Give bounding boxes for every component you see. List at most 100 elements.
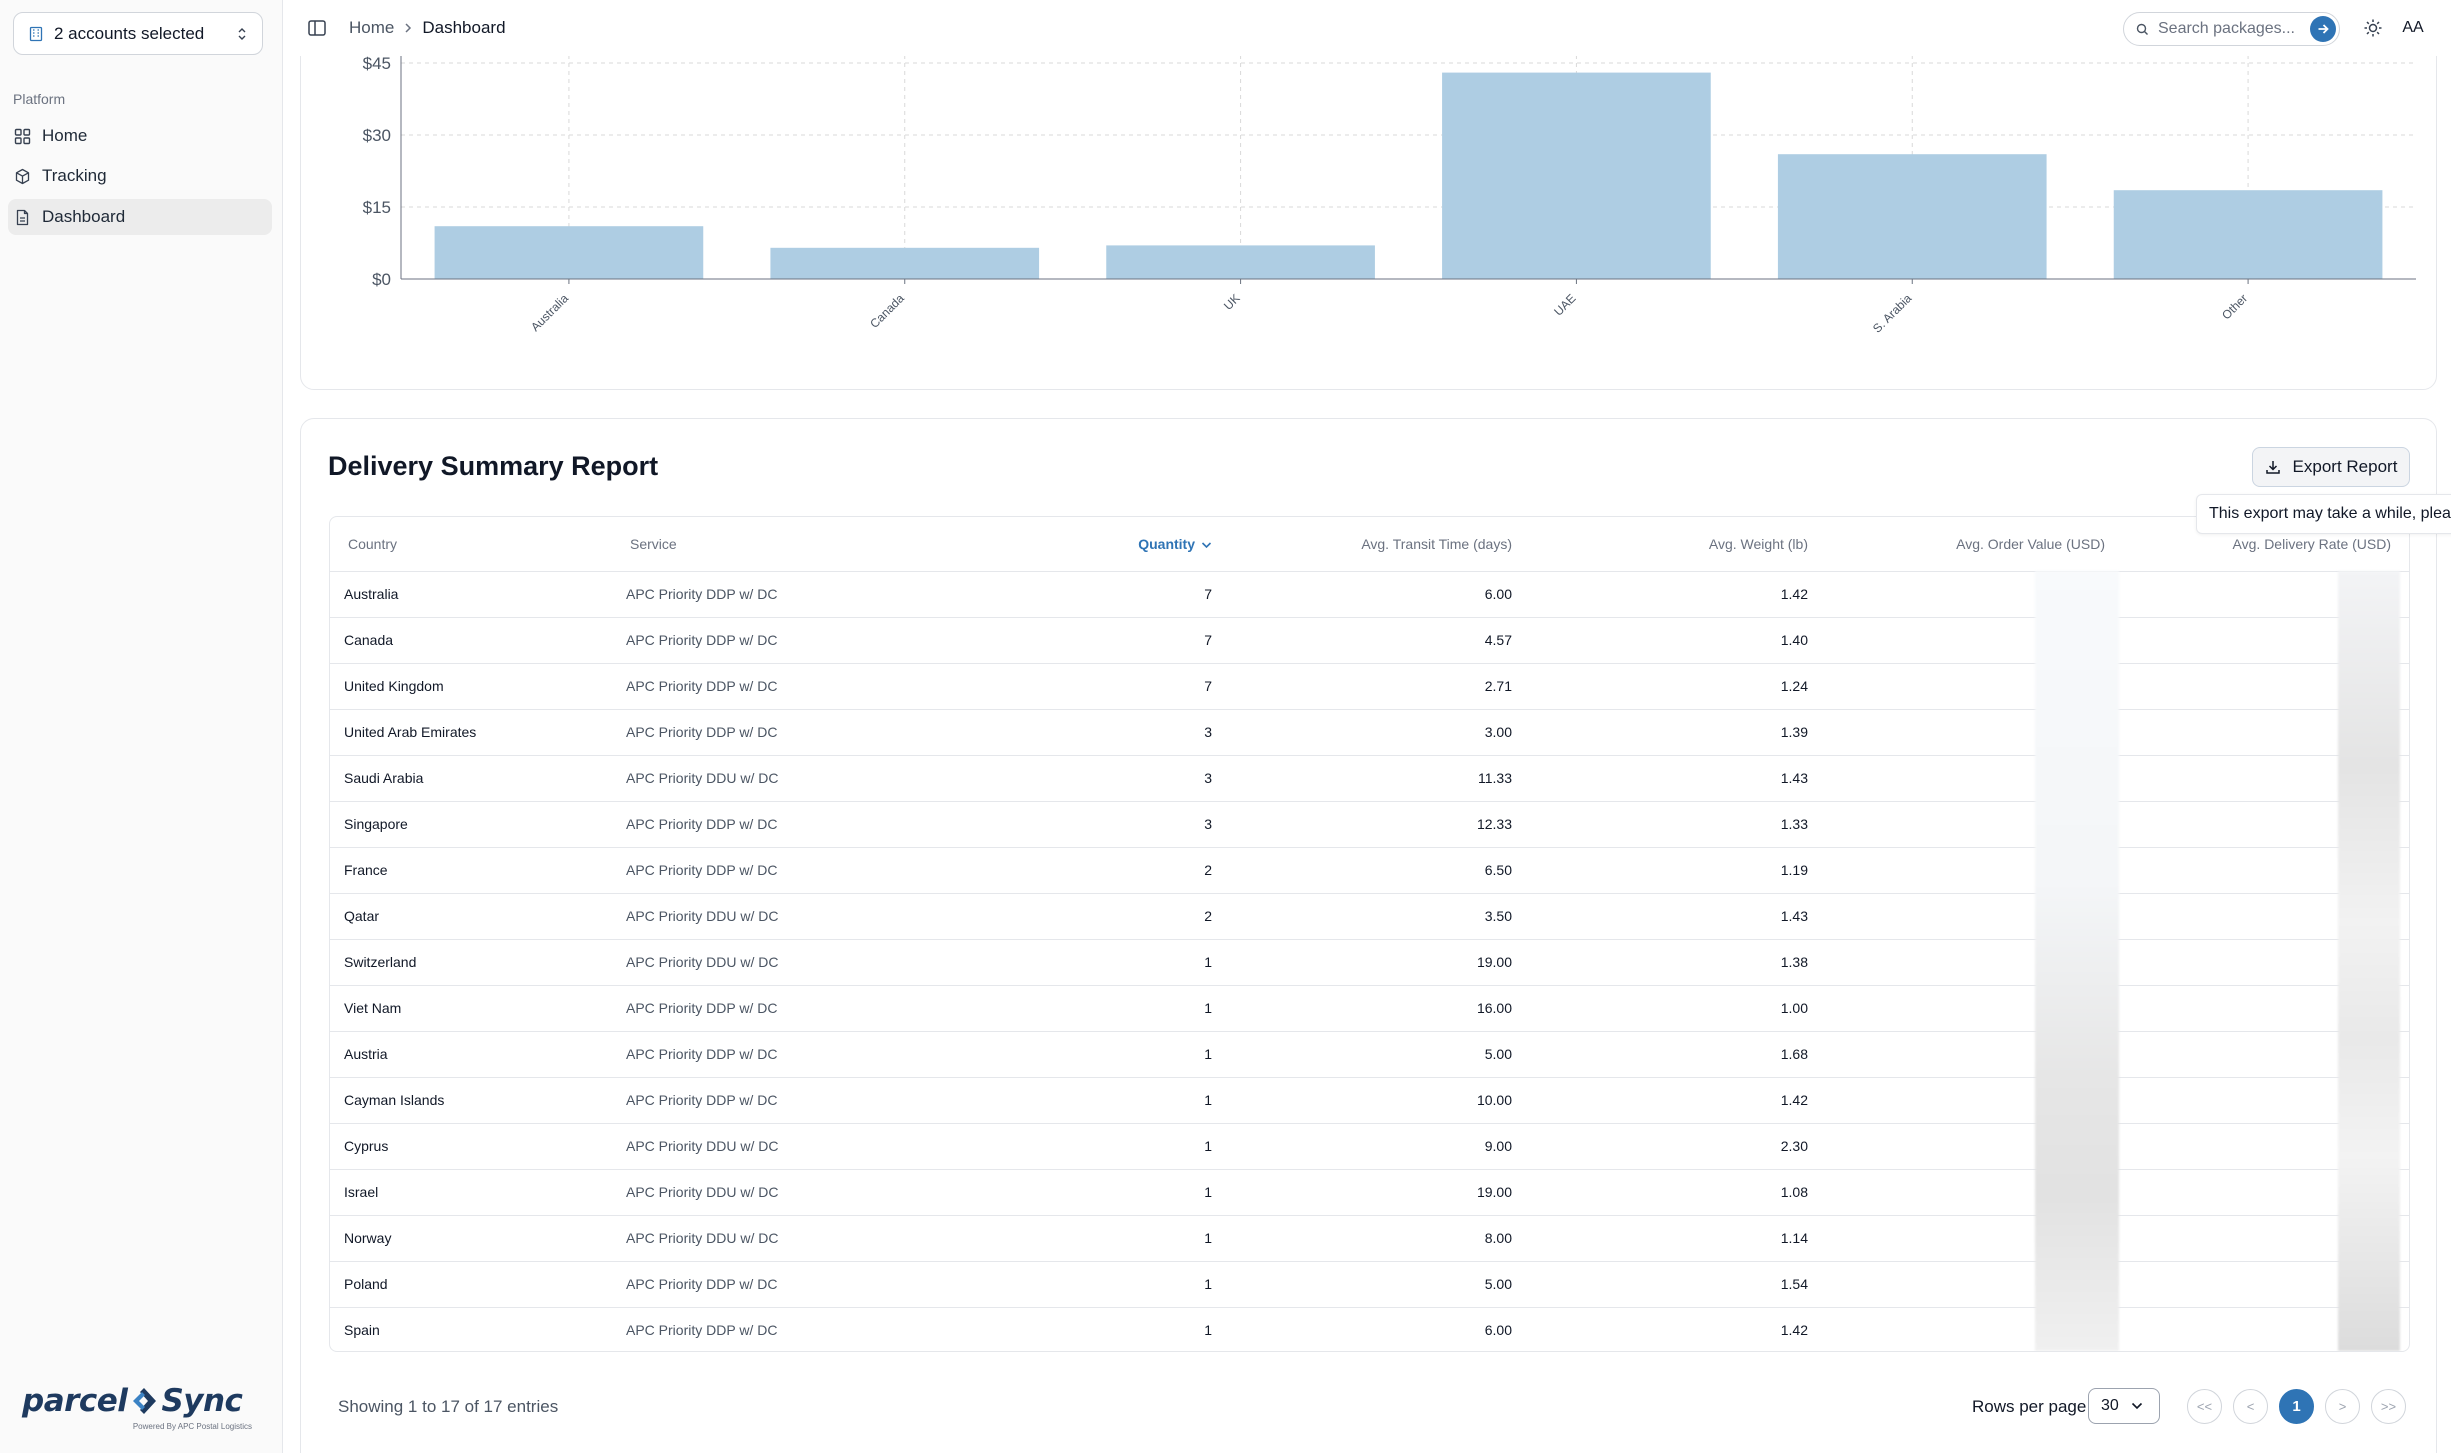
cell-order-value-redacted — [1822, 663, 2119, 709]
table-row: Saudi Arabia APC Priority DDU w/ DC 3 11.33… — [330, 755, 2409, 801]
page-first-button[interactable]: << — [2187, 1389, 2222, 1424]
page-last-button[interactable]: >> — [2371, 1389, 2406, 1424]
rows-per-page-select[interactable]: 30 — [2088, 1388, 2160, 1424]
column-header-order-value[interactable]: Avg. Order Value (USD) — [1822, 517, 2119, 572]
cell-weight: 1.43 — [1780, 770, 1808, 786]
cell-service: APC Priority DDP w/ DC — [626, 1000, 778, 1016]
page-prev-button[interactable]: < — [2233, 1389, 2268, 1424]
cell-transit: 6.00 — [1484, 586, 1512, 602]
cell-weight: 1.38 — [1780, 954, 1808, 970]
chevron-right-icon — [405, 23, 412, 33]
table-row: Cyprus APC Priority DDU w/ DC 1 9.00 2.30 — [330, 1123, 2409, 1169]
logo-tagline: Powered By APC Postal Logistics — [132, 1422, 252, 1431]
page-next-button[interactable]: > — [2325, 1389, 2360, 1424]
cell-country: Spain — [344, 1322, 380, 1339]
x-tick-label: Australia — [528, 291, 571, 334]
cell-country: Singapore — [344, 816, 408, 832]
sidebar-item-tracking[interactable]: Tracking — [8, 158, 272, 194]
table-row: Qatar APC Priority DDU w/ DC 2 3.50 1.43 — [330, 893, 2409, 939]
bar[interactable] — [1106, 245, 1375, 279]
cell-weight: 1.19 — [1780, 862, 1808, 878]
cell-delivery-rate-redacted — [2119, 985, 2409, 1031]
column-header-weight[interactable]: Avg. Weight (lb) — [1526, 517, 1822, 572]
rows-per-page-value: 30 — [2101, 1397, 2119, 1414]
page-1-button[interactable]: 1 — [2279, 1389, 2314, 1424]
export-tooltip: This export may take a while, please be … — [2196, 494, 2451, 534]
bar[interactable] — [2113, 190, 2383, 279]
cell-country: United Arab Emirates — [344, 724, 477, 740]
sidebar-item-label: Tracking — [42, 166, 107, 185]
bar[interactable] — [770, 247, 1040, 279]
cell-quantity: 1 — [1204, 954, 1212, 970]
cell-service: APC Priority DDP w/ DC — [626, 678, 778, 694]
x-tick-label: UAE — [1551, 291, 1578, 318]
cell-transit: 5.00 — [1484, 1046, 1512, 1062]
table-row: Viet Nam APC Priority DDP w/ DC 1 16.00 1.00 — [330, 985, 2409, 1031]
table-row: Switzerland APC Priority DDU w/ DC 1 19.00 1… — [330, 939, 2409, 985]
cell-service: APC Priority DDU w/ DC — [626, 1230, 779, 1246]
column-header-transit[interactable]: Avg. Transit Time (days) — [1226, 517, 1526, 572]
cell-transit: 16.00 — [1476, 1000, 1512, 1016]
cell-order-value-redacted — [1822, 1215, 2119, 1261]
cell-delivery-rate-redacted — [2119, 939, 2409, 985]
cell-quantity: 1 — [1204, 1138, 1212, 1154]
cell-weight: 2.30 — [1780, 1138, 1808, 1154]
cell-quantity: 7 — [1204, 678, 1212, 694]
table-footer: Showing 1 to 17 of 17 entries Rows per p… — [338, 1387, 2410, 1427]
logo-text-right: Sync — [161, 1383, 243, 1419]
report-card: Delivery Summary Report Export Report Th… — [300, 418, 2451, 1453]
entries-count: Showing 1 to 17 of 17 entries — [338, 1397, 559, 1416]
export-report-button[interactable]: Export Report — [2252, 447, 2410, 487]
sidebar-item-home[interactable]: Home — [8, 118, 272, 154]
cell-order-value-redacted — [1822, 571, 2119, 617]
column-header-quantity[interactable]: Quantity — [956, 517, 1226, 572]
sidebar-toggle-icon[interactable] — [306, 17, 328, 39]
top-bar: Home Dashboard — [283, 0, 2451, 56]
breadcrumb-home[interactable]: Home — [349, 18, 395, 37]
sun-icon[interactable] — [2363, 18, 2383, 38]
search-icon — [2136, 23, 2148, 35]
x-tick-label: Canada — [867, 291, 907, 331]
search-input[interactable] — [2158, 20, 2298, 38]
cell-service: APC Priority DDU w/ DC — [626, 954, 779, 970]
account-selector[interactable]: 2 accounts selected — [13, 12, 263, 55]
cell-delivery-rate-redacted — [2119, 709, 2409, 755]
cell-delivery-rate-redacted — [2119, 1307, 2409, 1351]
rows-per-page-label: Rows per page — [1972, 1397, 2087, 1416]
bar[interactable] — [1442, 72, 1711, 279]
cell-order-value-redacted — [1822, 1077, 2119, 1123]
logo-text-left: parcel — [22, 1383, 128, 1419]
cell-delivery-rate-redacted — [2119, 755, 2409, 801]
column-header-service[interactable]: Service — [626, 517, 956, 572]
cell-service: APC Priority DDP w/ DC — [626, 1276, 778, 1292]
y-tick-label: $30 — [363, 126, 391, 145]
bar[interactable] — [434, 226, 704, 279]
table-row: Norway APC Priority DDU w/ DC 1 8.00 1.14 — [330, 1215, 2409, 1261]
cell-order-value-redacted — [1822, 801, 2119, 847]
cell-country: Australia — [344, 586, 399, 602]
cell-transit: 19.00 — [1476, 1184, 1512, 1200]
cell-delivery-rate-redacted — [2119, 663, 2409, 709]
cell-service: APC Priority DDU w/ DC — [626, 1184, 779, 1200]
cell-order-value-redacted — [1822, 709, 2119, 755]
search-submit-button[interactable] — [2310, 16, 2336, 42]
cell-quantity: 3 — [1204, 770, 1212, 786]
column-header-quantity-label: Quantity — [1138, 535, 1195, 552]
bar[interactable] — [1777, 154, 2047, 279]
cell-weight: 1.54 — [1780, 1276, 1808, 1292]
cell-quantity: 7 — [1204, 632, 1212, 648]
avatar[interactable]: AA — [2402, 19, 2424, 36]
cell-country: United Kingdom — [344, 678, 444, 694]
cell-country: Switzerland — [344, 954, 417, 970]
column-header-country[interactable]: Country — [330, 517, 626, 572]
cell-weight: 1.24 — [1780, 678, 1808, 694]
cell-order-value-redacted — [1822, 1261, 2119, 1307]
building-icon — [29, 26, 43, 41]
cell-country: Canada — [344, 632, 394, 648]
table-header-row: Country Service Quantity Avg. Transit Ti… — [330, 517, 2409, 572]
cell-service: APC Priority DDP w/ DC — [626, 632, 778, 648]
breadcrumb-current: Dashboard — [422, 18, 506, 37]
cell-transit: 3.50 — [1484, 908, 1512, 924]
cell-transit: 3.00 — [1484, 724, 1512, 740]
sidebar-item-dashboard[interactable]: Dashboard — [8, 199, 272, 235]
